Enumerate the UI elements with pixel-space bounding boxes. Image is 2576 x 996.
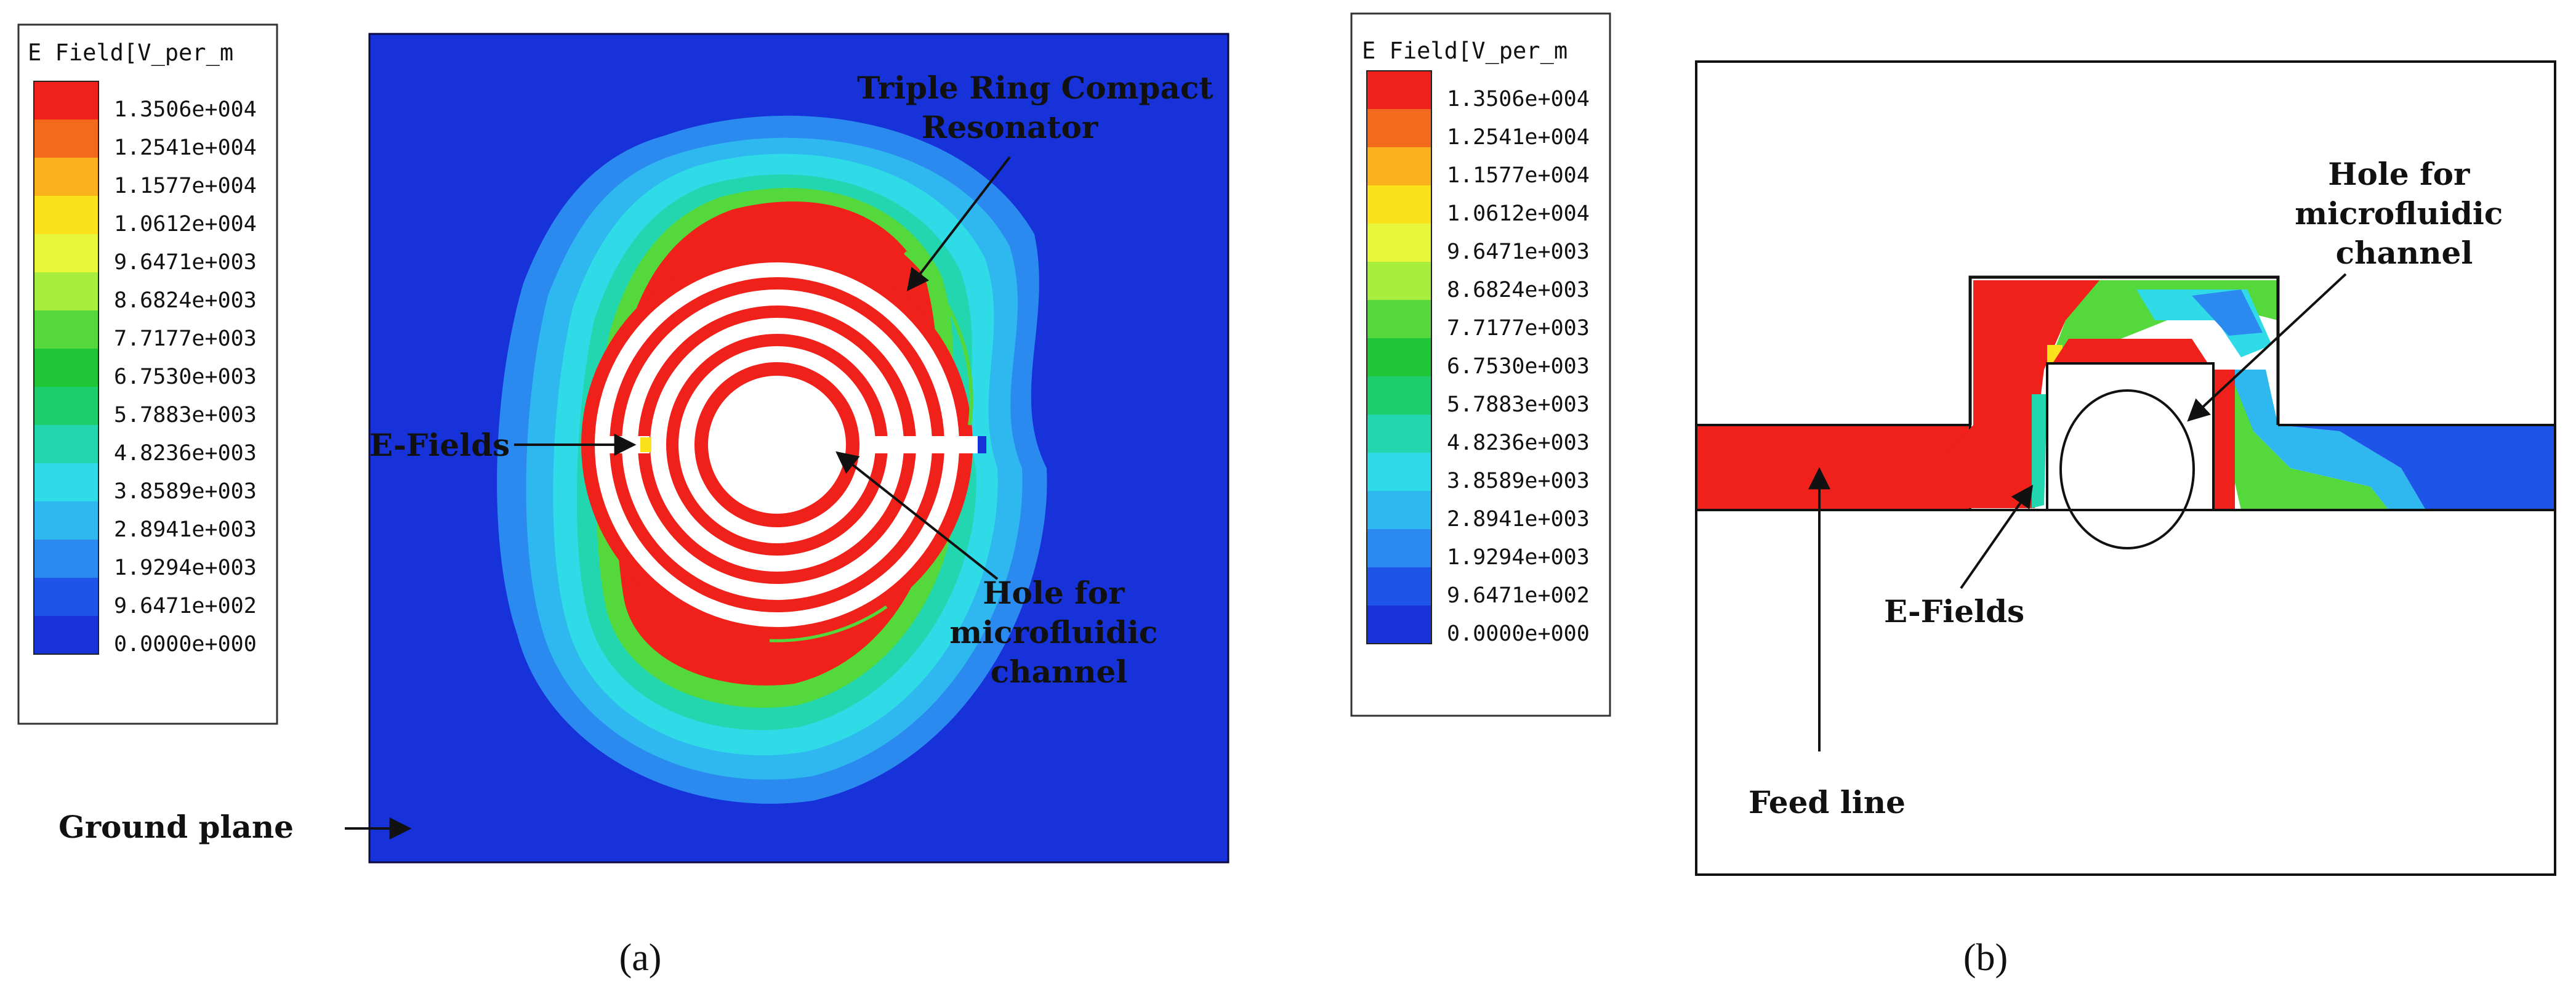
caption-b: (b) [1963, 937, 2008, 979]
caption-a: (a) [619, 937, 662, 979]
legend-a-title: E Field[V_per_m [28, 39, 233, 67]
legend-swatch [34, 578, 99, 616]
microfluidic-hole-b [2059, 389, 2195, 549]
legend-swatch [1367, 300, 1431, 338]
legend-value: 1.3506e+004 [1447, 87, 1590, 111]
label-ground-plane: Ground plane [58, 809, 294, 845]
legend-value: 4.8236e+003 [1447, 431, 1590, 455]
arrow-hole-b [2187, 273, 2347, 422]
legend-value: 1.1577e+004 [1447, 163, 1590, 188]
arrow-efields-b [1960, 485, 2034, 589]
legend-value: 0.0000e+000 [1447, 621, 1590, 646]
legend-swatch [34, 234, 99, 272]
legend-value: 1.0612e+004 [114, 212, 257, 237]
legend-swatch [34, 616, 99, 654]
legend-swatch [1367, 185, 1431, 224]
legend-swatch [1367, 224, 1431, 262]
legend-value: 5.7883e+003 [114, 403, 257, 427]
legend-swatch [1367, 338, 1431, 376]
label-hole-b: Hole for microfluidic channel [2295, 156, 2514, 271]
legend-swatch [1367, 71, 1431, 109]
legend-a: E Field[V_per_m 1.3506e+0041.2541e+0041.… [17, 23, 278, 725]
legend-swatch [34, 540, 99, 578]
right-slit [861, 436, 978, 453]
legend-value: 1.9294e+003 [1447, 545, 1590, 570]
label-triple-ring: Triple Ring Compact Resonator [857, 70, 1224, 145]
label-efields-a: E-Fields [369, 427, 510, 463]
legend-swatch [34, 349, 99, 387]
label-efields-b: E-Fields [1884, 593, 2024, 630]
legend-value: 9.6471e+003 [114, 250, 257, 275]
legend-value: 3.8589e+003 [114, 479, 257, 504]
legend-swatch [34, 81, 99, 119]
legend-b-scale: 1.3506e+004 1.2541e+004 1.1577e+004 1.0612e… [1366, 70, 1590, 646]
legend-swatch [1367, 376, 1431, 415]
label-feed-line: Feed line [1749, 784, 1906, 820]
legend-value: 5.7883e+003 [1447, 392, 1590, 417]
arrow-hole-a [835, 451, 999, 580]
legend-swatch [34, 501, 99, 540]
legend-swatch [34, 310, 99, 349]
legend-swatch [34, 463, 99, 501]
legend-value: 8.6824e+003 [1447, 278, 1590, 302]
legend-value: 1.3506e+004 [114, 97, 257, 122]
arrow-resonator [906, 156, 1011, 291]
legend-b: E Field[V_per_m 1.3506e+0041.2541e+0041.… [1350, 12, 1611, 717]
legend-swatch [34, 158, 99, 196]
panel-a-field-plot [368, 33, 1230, 864]
legend-swatch [34, 425, 99, 463]
legend-a-scale: 1.3506e+004 1.2541e+004 1.1577e+004 1.0612e… [33, 81, 257, 657]
panel-b-structure [1695, 60, 2556, 876]
legend-swatch [34, 196, 99, 234]
legend-swatch [1367, 147, 1431, 185]
legend-value: 1.1577e+004 [114, 174, 257, 198]
panel-b-annotations: Hole for microfluidic channel E-Fields F… [1749, 156, 2514, 820]
legend-value: 4.8236e+003 [114, 441, 257, 466]
legend-value: 1.2541e+004 [1447, 125, 1590, 150]
legend-value: 8.6824e+003 [114, 288, 257, 313]
legend-value: 2.8941e+003 [114, 517, 257, 542]
microfluidic-hole-a [708, 376, 846, 514]
legend-swatch [1367, 415, 1431, 453]
feed-line [1697, 425, 1974, 510]
legend-value: 1.9294e+003 [114, 556, 257, 580]
legend-b-title: E Field[V_per_m [1362, 38, 1568, 65]
legend-value: 1.0612e+004 [1447, 201, 1590, 226]
legend-value: 9.6471e+002 [1447, 583, 1590, 608]
legend-value: 2.8941e+003 [1447, 507, 1590, 532]
legend-value: 0.0000e+000 [114, 632, 257, 657]
legend-value: 7.7177e+003 [114, 326, 257, 351]
legend-swatch [1367, 262, 1431, 300]
legend-swatch [1367, 491, 1431, 529]
legend-value: 9.6471e+002 [114, 594, 257, 618]
legend-swatch [34, 272, 99, 310]
legend-swatch [1367, 605, 1431, 644]
label-hole-a: Hole for microfluidic channel [949, 575, 1169, 690]
legend-value: 1.2541e+004 [114, 136, 257, 160]
panel-a-annotations: Triple Ring Compact Resonator E-Fields H… [58, 70, 1224, 845]
legend-value: 6.7530e+003 [1447, 354, 1590, 379]
legend-swatch [1367, 529, 1431, 567]
legend-swatch [34, 387, 99, 425]
legend-swatch [1367, 453, 1431, 491]
legend-value: 3.8589e+003 [1447, 469, 1590, 493]
legend-value: 9.6471e+003 [1447, 240, 1590, 264]
legend-swatch [1367, 109, 1431, 147]
legend-value: 6.7530e+003 [114, 365, 257, 389]
legend-swatch [1367, 567, 1431, 605]
legend-swatch [34, 119, 99, 158]
legend-value: 7.7177e+003 [1447, 316, 1590, 341]
